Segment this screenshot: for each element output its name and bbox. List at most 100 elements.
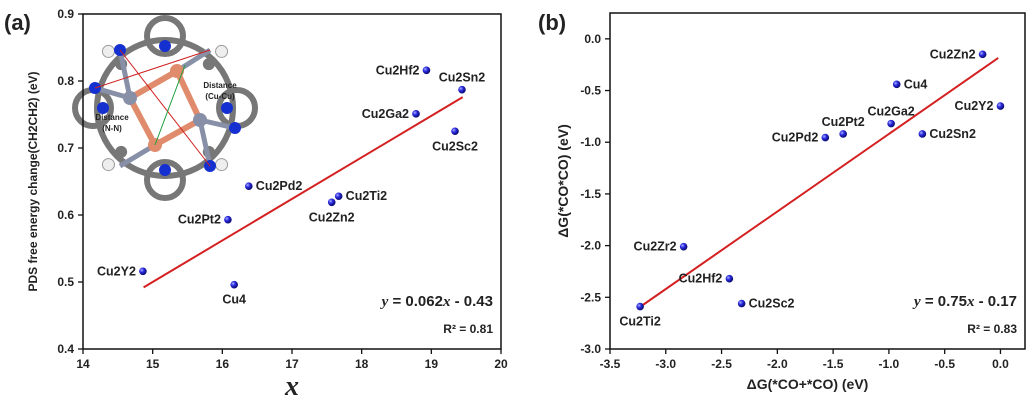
data-point xyxy=(892,80,901,89)
data-point xyxy=(679,242,688,251)
nitrogen-atom xyxy=(159,40,171,52)
pyrrole-ring xyxy=(144,159,186,201)
data-point-label: Cu2Hf2 xyxy=(376,63,420,77)
y-tick-label: 0.7 xyxy=(57,141,74,155)
data-point-label: Cu2Pt2 xyxy=(178,213,221,227)
equation-y: y xyxy=(380,294,389,310)
data-point xyxy=(918,130,927,138)
x-tick-label: -3.5 xyxy=(600,357,621,371)
data-point xyxy=(725,274,734,283)
inset-molecule-image: Distance (Cu-Cu) Distance (N-N) xyxy=(72,15,258,201)
data-point-label: Cu2Ti2 xyxy=(619,315,660,329)
metal-atom xyxy=(193,113,207,127)
x-tick-label: -1.0 xyxy=(879,357,900,371)
pyrrole-ring xyxy=(144,15,186,57)
y-tick-label: 0.6 xyxy=(57,208,74,222)
nitrogen-atom xyxy=(229,122,241,134)
x-tick-label: -2.5 xyxy=(711,357,732,371)
x-tick-label: -3.0 xyxy=(655,357,676,371)
data-point xyxy=(412,110,420,118)
data-point-label: Cu4 xyxy=(222,293,246,307)
fit-line xyxy=(143,96,464,289)
x-tick-label: 15 xyxy=(146,357,160,371)
data-point xyxy=(245,182,253,190)
data-point xyxy=(996,102,1005,110)
x-tick-label: 17 xyxy=(285,357,299,371)
metal-atom xyxy=(123,91,137,105)
fit-equation: y = 0.75x - 0.17 xyxy=(912,293,1017,310)
inset-label-cucu: (Cu-Cu) xyxy=(205,92,235,101)
equation-intercept: - 0.17 xyxy=(974,293,1017,310)
inset-label-nn: (N-N) xyxy=(102,124,122,133)
data-point xyxy=(334,192,343,201)
x-tick-label: -1.5 xyxy=(823,357,844,371)
y-axis-label: PDS free energy change(CH2CH2) (eV) xyxy=(26,71,40,291)
data-point xyxy=(327,198,336,207)
x-tick-label: -2.0 xyxy=(767,357,788,371)
y-tick-label: -0.5 xyxy=(580,84,601,98)
data-point-label: Cu2Sn2 xyxy=(929,127,976,141)
x-axis-label: ΔG(*CO+*CO) (eV) xyxy=(747,376,869,392)
data-point-label: Cu2Sc2 xyxy=(749,297,795,311)
data-point-label: Cu2Sn2 xyxy=(439,71,486,85)
x-tick-label: 20 xyxy=(494,357,508,371)
hydrogen-atom xyxy=(215,44,229,58)
metal-bond xyxy=(127,96,158,147)
equation-slope: = 0.062 xyxy=(388,293,443,310)
data-point xyxy=(636,302,644,311)
carbon-atom xyxy=(115,145,128,158)
y-tick-label: -3.0 xyxy=(580,342,601,356)
data-point-label: Cu2Ga2 xyxy=(868,105,915,119)
x-tick-label: -0.5 xyxy=(934,357,955,371)
data-point xyxy=(422,66,431,75)
metal-bond xyxy=(197,119,213,167)
y-tick-label: 0.4 xyxy=(57,342,74,356)
equation-x: x xyxy=(442,294,451,310)
data-point-label: Cu2Ga2 xyxy=(362,107,409,121)
x-tick-label: 0.0 xyxy=(992,357,1009,371)
data-point-label: Cu2Y2 xyxy=(97,264,136,278)
x-tick-label: 16 xyxy=(216,357,230,371)
data-point-label: Cu2Pd2 xyxy=(256,179,303,193)
data-point xyxy=(887,119,895,128)
y-tick-label: 0.8 xyxy=(57,74,74,88)
data-point xyxy=(821,133,830,142)
data-point xyxy=(978,50,987,59)
data-point-label: Cu2Zn2 xyxy=(930,47,976,61)
data-point xyxy=(230,280,238,289)
data-point xyxy=(737,299,746,308)
distance-cucu-arrow xyxy=(154,64,186,146)
y-axis-label: ΔG(*CO*CO) (eV) xyxy=(555,124,571,238)
x-tick-label: 19 xyxy=(425,357,439,371)
data-point xyxy=(458,85,466,94)
plot-frame xyxy=(609,12,1026,350)
data-point-label: Cu2Pt2 xyxy=(822,115,865,129)
chart-panel-b: (b)-3.5 -3.0 -2.5 -2.0 -1.5 -1.0 -0.5 0.0-3.0-2… xyxy=(538,10,1026,392)
distance-nn-line xyxy=(119,49,211,167)
panel-label: (b) xyxy=(538,10,566,35)
y-tick-label: -2.0 xyxy=(580,239,601,253)
x-axis-label: x xyxy=(284,371,299,401)
fit-line xyxy=(639,57,999,308)
fit-equation: y = 0.062x - 0.43 xyxy=(380,293,493,310)
data-point-label: Cu2Hf2 xyxy=(679,272,723,286)
metal-bond xyxy=(153,117,202,148)
data-point-label: Cu2Ti2 xyxy=(346,189,387,203)
equation-intercept: - 0.43 xyxy=(450,293,493,310)
data-point-label: Cu4 xyxy=(904,77,928,91)
inset-label-cucu: Distance xyxy=(203,81,237,90)
y-tick-label: -1.5 xyxy=(580,187,601,201)
distance-line xyxy=(94,49,211,89)
nitrogen-atom xyxy=(97,102,109,114)
y-tick-label: -1.0 xyxy=(580,135,601,149)
data-point-label: Cu2Y2 xyxy=(955,99,994,113)
hydrogen-atom xyxy=(101,158,115,172)
r-squared: R² = 0.81 xyxy=(443,322,493,336)
data-point-label: Cu2Pd2 xyxy=(772,131,819,145)
equation-y: y xyxy=(912,294,921,310)
equation-slope: = 0.75 xyxy=(921,293,967,310)
copper-atom xyxy=(170,64,184,78)
data-point xyxy=(839,130,847,138)
equation-x: x xyxy=(966,294,975,310)
